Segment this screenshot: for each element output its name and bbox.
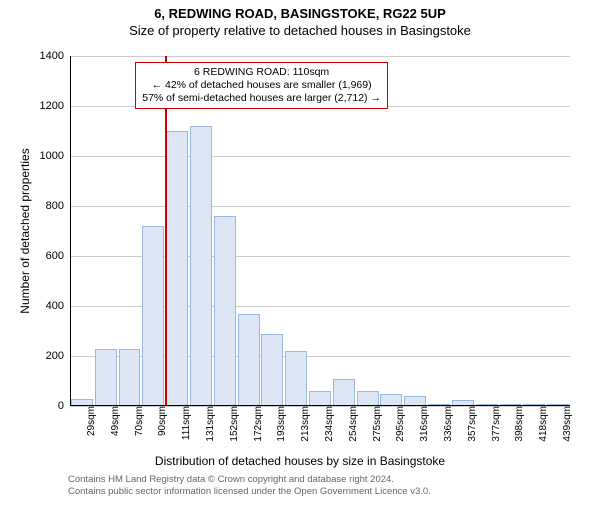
histogram-bar <box>309 391 331 406</box>
annotation-line-2: ← 42% of detached houses are smaller (1,… <box>142 79 381 92</box>
histogram-bar <box>119 349 141 407</box>
histogram-bar <box>261 334 283 407</box>
footer-attribution: Contains HM Land Registry data © Crown c… <box>68 474 431 498</box>
histogram-bar <box>333 379 355 407</box>
y-tick-label: 200 <box>46 350 70 362</box>
annotation-line-3: 57% of semi-detached houses are larger (… <box>142 92 381 105</box>
x-tick-label: 49sqm <box>106 406 121 436</box>
grid-line <box>70 156 570 157</box>
annotation-line-1: 6 REDWING ROAD: 110sqm <box>142 66 381 79</box>
x-tick-label: 111sqm <box>177 406 192 440</box>
y-axis-line <box>70 56 71 406</box>
grid-line <box>70 206 570 207</box>
footer-line-2: Contains public sector information licen… <box>68 486 431 498</box>
histogram-bar <box>285 351 307 406</box>
x-tick-label: 295sqm <box>391 406 406 442</box>
x-tick-label: 439sqm <box>558 406 573 442</box>
histogram-bar <box>166 131 188 406</box>
y-tick-label: 600 <box>46 250 70 262</box>
chart-title-main: 6, REDWING ROAD, BASINGSTOKE, RG22 5UP <box>0 6 600 21</box>
x-tick-label: 336sqm <box>439 406 454 442</box>
grid-line <box>70 56 570 57</box>
histogram-bar <box>190 126 212 406</box>
histogram-bar <box>95 349 117 407</box>
x-tick-label: 254sqm <box>344 406 359 442</box>
chart-title-sub: Size of property relative to detached ho… <box>0 23 600 38</box>
x-tick-label: 357sqm <box>463 406 478 442</box>
histogram-bar <box>142 226 164 406</box>
x-tick-label: 172sqm <box>249 406 264 442</box>
x-tick-label: 418sqm <box>534 406 549 442</box>
x-tick-label: 275sqm <box>368 406 383 442</box>
x-tick-label: 193sqm <box>272 406 287 442</box>
x-tick-label: 234sqm <box>320 406 335 442</box>
x-tick-label: 316sqm <box>415 406 430 442</box>
x-tick-label: 29sqm <box>82 406 97 436</box>
y-axis-title: Number of detached properties <box>18 148 32 313</box>
x-tick-label: 131sqm <box>201 406 216 442</box>
histogram-bar <box>214 216 236 406</box>
y-tick-label: 0 <box>58 400 70 412</box>
x-tick-label: 90sqm <box>153 406 168 436</box>
y-tick-label: 1200 <box>40 100 70 112</box>
footer-line-1: Contains HM Land Registry data © Crown c… <box>68 474 431 486</box>
x-axis-line <box>70 405 570 406</box>
y-tick-label: 1400 <box>40 50 70 62</box>
histogram-bar <box>357 391 379 406</box>
property-annotation-box: 6 REDWING ROAD: 110sqm← 42% of detached … <box>135 62 388 109</box>
x-tick-label: 152sqm <box>225 406 240 442</box>
x-tick-label: 70sqm <box>130 406 145 436</box>
chart-plot-area: 020040060080010001200140029sqm49sqm70sqm… <box>70 56 570 406</box>
x-tick-label: 377sqm <box>487 406 502 442</box>
x-tick-label: 213sqm <box>296 406 311 442</box>
y-tick-label: 1000 <box>40 150 70 162</box>
y-tick-label: 800 <box>46 200 70 212</box>
histogram-bar <box>238 314 260 407</box>
x-axis-title: Distribution of detached houses by size … <box>0 454 600 468</box>
y-tick-label: 400 <box>46 300 70 312</box>
x-tick-label: 398sqm <box>510 406 525 442</box>
